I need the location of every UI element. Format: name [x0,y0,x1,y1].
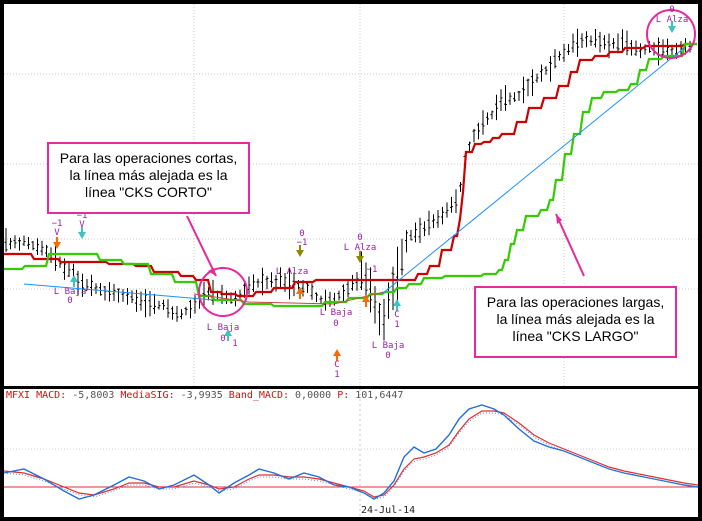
annotation-short-text: Para las operaciones cortas, la línea má… [59,150,238,200]
macd-value: -5,8003 [72,390,121,401]
signal-label: MediaSIG: [120,390,181,401]
signal-label-baja: L Baja [54,287,87,297]
aux-blue-line [23,283,215,301]
date-axis-label: 24-Jul-14 [361,505,416,516]
annotation-short: Para las operaciones cortas, la línea má… [47,142,250,214]
signal-label-alza: L Alza [276,267,309,277]
price-chart-panel: −1 V −1 V L Baja 0 L Baja 0 1 0 −1 L Alza L Baja 0 0 L … [4,4,698,386]
signal-label-minus-one: −1 [367,265,378,275]
macd-label: MFXI MACD: [6,390,73,401]
signal-label-baja: L Baja [320,308,353,318]
annotation-long-arrowhead [556,214,562,224]
signal-arrow-up [333,349,341,356]
highlight-circle-left [198,267,248,317]
signal-value: -3,9935 [180,390,229,401]
cks-corto-line [4,42,697,298]
macd-dotted-line [4,412,697,500]
signal-label-zero: 0 [333,319,338,329]
signal-arrow-up [296,287,304,294]
signal-label-minus-one: −1 [297,238,308,248]
aux-red-line [193,291,385,305]
macd-panel: MFXI MACD: -5,8003 MediaSIG: -3,9935 Ban… [4,389,698,517]
macd-line [4,404,698,500]
macd-legend: MFXI MACD: -5,8003 MediaSIG: -3,9935 Ban… [6,390,403,401]
signal-arrow-down [356,256,364,263]
signal-label-zero: 0 [357,233,362,243]
band-label: Band_MACD: [228,390,296,401]
signal-label-alza: L Alza [656,15,689,25]
price-value: 101,6447 [355,390,404,401]
signal-label-v: V [54,228,60,238]
signal-label-alza: L Alza [344,243,377,253]
signal-label-zero: 0 [299,229,304,239]
annotation-long-pointer [555,213,585,277]
signal-label-one: 1 [334,370,339,380]
annotation-long: Para las operaciones largas, la línea má… [474,286,677,358]
cks-largo-line [4,42,697,308]
annotation-short-pointer [186,215,217,277]
signal-arrow-up [224,329,232,336]
signal-label-c: C [334,360,339,370]
signal-label-one: 1 [394,320,399,330]
signal-label-minus-one: −1 [77,211,88,221]
band-value: 0,0000 [295,390,338,401]
signal-label-baja: L Baja [372,341,405,351]
signal-arrow-up [70,275,78,282]
signal-label-zero: 0 [220,334,225,344]
signal-label-zero: 0 [385,351,390,361]
signal-arrow-down [78,232,86,239]
signal-label-one: 1 [232,339,237,349]
signal-label-zero: 0 [67,296,72,306]
highlight-circle-right [646,9,696,59]
signal-arrow-down [296,250,304,257]
price-label: P: [337,390,356,401]
macd-signal-line [4,410,698,498]
annotation-short-arrowhead [208,268,216,276]
macd-chart-svg [4,389,698,517]
trend-line [381,47,685,295]
signal-label-zero: 0 [669,5,674,15]
annotation-long-text: Para las operaciones largas, la línea má… [486,294,665,344]
signal-label-v: V [79,220,85,230]
signal-arrow-up [393,299,401,306]
signal-arrow-down [668,26,676,33]
signal-label-baja: L Baja [207,323,240,333]
signal-arrow-down [53,242,61,249]
signal-label-minus-one: −1 [52,219,63,229]
signal-arrow-up [362,295,370,302]
signal-label-c: C [394,310,399,320]
